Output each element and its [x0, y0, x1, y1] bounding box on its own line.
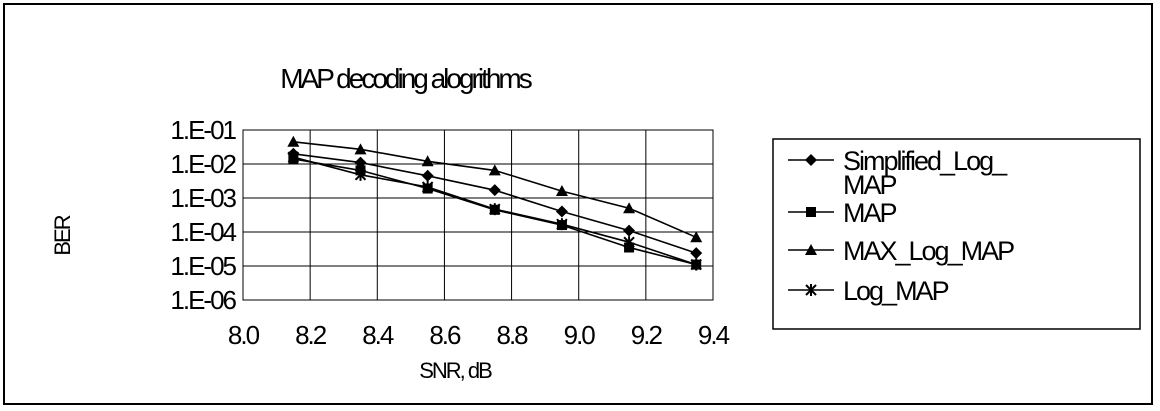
y-tick-label: 1.E-02 [170, 149, 236, 179]
data-point-triangle [488, 164, 501, 176]
legend-label: MAX_Log_MAP [843, 236, 1014, 266]
x-tick-label: 9.0 [564, 320, 596, 350]
data-point-diamond [623, 224, 636, 237]
plot-area-border [242, 129, 714, 301]
y-tick-labels: 1.E-01 1.E-02 1.E-03 1.E-04 1.E-05 1.E-06 [170, 115, 238, 315]
legend-label: Simplified_Log_ [843, 146, 1008, 176]
data-point-star [287, 151, 300, 164]
data-point-diamond [690, 247, 703, 260]
x-tick-label: 8.4 [362, 320, 394, 350]
chart-title: MAP decoding alogrithms [280, 63, 532, 94]
legend-item: MAX_Log_MAP [788, 236, 1016, 266]
legend-item: Log_MAP [788, 276, 951, 306]
data-point-triangle [805, 244, 817, 255]
x-tick-labels: 8.0 8.2 8.4 8.6 8.8 9.0 9.2 9.4 [228, 320, 732, 350]
y-tick-label: 1.E-04 [170, 217, 236, 247]
plot-series [287, 135, 703, 271]
y-tick-label: 1.E-06 [170, 285, 236, 315]
x-tick-label: 9.4 [698, 320, 730, 350]
legend-label: MAP [843, 170, 897, 200]
x-tick-label: 9.2 [631, 320, 663, 350]
data-point-diamond [488, 184, 501, 197]
x-axis-label: SNR, dB [419, 358, 492, 383]
data-point-star [556, 218, 568, 231]
y-tick-label: 1.E-01 [170, 115, 236, 145]
data-point-star [805, 284, 817, 296]
data-point-star [421, 181, 434, 194]
data-point-triangle [690, 231, 703, 243]
data-point-star [354, 168, 367, 181]
y-tick-label: 1.E-03 [170, 183, 236, 213]
x-tick-label: 8.6 [429, 320, 461, 350]
x-tick-label: 8.8 [496, 320, 528, 350]
data-point-star [623, 236, 635, 249]
legend-item: Simplified_Log_MAP [788, 146, 1010, 200]
data-point-triangle [354, 143, 367, 155]
legend-item: MAP [788, 198, 899, 228]
data-point-triangle [555, 185, 568, 197]
data-point-triangle [623, 202, 636, 214]
data-point-diamond [421, 169, 434, 182]
data-point-star [690, 258, 702, 271]
y-tick-label: 1.E-05 [170, 251, 236, 281]
x-tick-label: 8.2 [295, 320, 327, 350]
y-axis-label: BER [50, 215, 75, 255]
legend-label: MAP [843, 198, 897, 228]
data-point-diamond [805, 154, 817, 166]
data-point-triangle [287, 135, 300, 147]
x-tick-label: 8.0 [228, 320, 260, 350]
plot-grid [242, 129, 714, 301]
legend-box [772, 138, 1141, 330]
data-point-star [489, 203, 501, 216]
legend-label: Log_MAP [843, 276, 949, 306]
data-point-triangle [421, 155, 434, 167]
data-point-diamond [555, 205, 568, 218]
data-point-square [806, 207, 816, 217]
